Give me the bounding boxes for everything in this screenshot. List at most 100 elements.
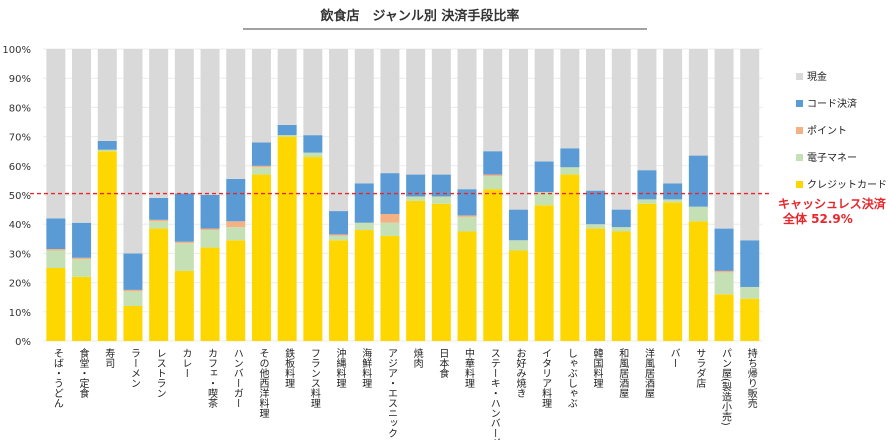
bar-segment <box>534 49 554 162</box>
bar-segment <box>431 49 451 175</box>
x-tick-label: 食堂・定食 <box>77 347 89 399</box>
bars <box>46 49 760 341</box>
bar-segment <box>354 49 374 184</box>
x-tick-label: そば・うどん <box>51 348 63 408</box>
bar-segment <box>457 49 477 190</box>
annotation-line-1: キャッシュレス決済 <box>778 196 887 211</box>
bar-segment <box>380 222 400 236</box>
annotation-line-2: 全体 52.9% <box>782 211 853 226</box>
bar-segment <box>226 227 246 241</box>
bar-segment <box>688 221 708 341</box>
bar-segment <box>200 247 220 341</box>
bar-segment <box>303 135 323 153</box>
bar-segment <box>586 190 606 225</box>
bar-segment <box>560 174 580 341</box>
bar-segment <box>740 49 760 241</box>
bar-segment <box>354 222 374 231</box>
bar-segment <box>97 140 117 150</box>
legend-label: 電子マネー <box>807 152 857 164</box>
bar-segment <box>483 176 503 190</box>
bar-segment <box>123 291 143 306</box>
bar-segment <box>431 203 451 341</box>
bar-segment <box>97 49 117 141</box>
bar-segment <box>277 124 297 136</box>
bar-segment <box>149 219 169 222</box>
y-axis: 0% 10% 20% 30% 40% 50% 60% 70% 80% 90% 100% <box>2 45 31 348</box>
bar-segment <box>251 165 271 168</box>
bar-segment <box>354 183 374 223</box>
bar-segment <box>329 235 349 241</box>
bar-segment <box>226 221 246 228</box>
bar-segment <box>303 152 323 158</box>
bar-segment <box>483 174 503 177</box>
bar-segment <box>663 49 683 184</box>
bar-segment <box>329 234 349 236</box>
bar-segment <box>72 222 92 258</box>
y-tick-label: 10% <box>9 308 31 319</box>
bar-segment <box>611 231 631 341</box>
x-tick-label: レストラン <box>154 348 165 398</box>
bar-segment <box>200 230 220 248</box>
legend-label: クレジットカード <box>807 179 887 191</box>
bar-segment <box>174 270 194 341</box>
legend-swatch <box>796 73 803 80</box>
bar-segment <box>431 196 451 204</box>
bar-segment <box>637 49 657 171</box>
bar-segment <box>380 213 400 223</box>
bar-segment <box>663 199 683 203</box>
x-tick-label: パン屋(製造小売) <box>720 348 732 426</box>
bar-segment <box>149 228 169 341</box>
legend-swatch <box>796 127 803 134</box>
y-tick-label: 0% <box>15 337 31 348</box>
bar-segment <box>508 49 528 210</box>
y-tick-label: 30% <box>9 249 31 260</box>
bar-segment <box>97 151 117 341</box>
y-tick-label: 50% <box>9 191 31 202</box>
bar-segment <box>406 196 426 201</box>
legend-label: ポイント <box>807 125 847 137</box>
y-tick-label: 80% <box>9 103 31 114</box>
x-tick-label: 鉄板料理 <box>283 347 295 388</box>
bar-segment <box>200 195 220 229</box>
y-tick-label: 90% <box>9 74 31 85</box>
x-tick-label: カフェ・喫茶 <box>206 348 218 408</box>
bar-segment <box>406 49 426 175</box>
x-tick-label: 焼肉 <box>411 348 423 368</box>
bar-segment <box>251 49 271 143</box>
bar-segment <box>123 289 143 292</box>
x-tick-label: その他西洋料理 <box>257 348 269 418</box>
bar-segment <box>149 49 169 198</box>
bar-segment <box>457 231 477 341</box>
bar-segment <box>457 215 477 217</box>
x-tick-label: バー <box>668 348 680 368</box>
bar-segment <box>688 155 708 207</box>
x-tick-label: 沖縄料理 <box>334 347 346 388</box>
bar-segment <box>200 49 220 195</box>
bar-segment <box>303 49 323 136</box>
x-tick-label: 日本食 <box>437 348 449 379</box>
bar-segment <box>46 268 66 341</box>
y-tick-label: 40% <box>9 220 31 231</box>
bar-segment <box>123 49 143 254</box>
bar-segment <box>380 235 400 341</box>
bar-segment <box>483 189 503 341</box>
bar-segment <box>226 240 246 341</box>
x-tick-label: しゃぶしゃぶ <box>565 348 577 408</box>
bar-segment <box>46 250 66 268</box>
legend-label: 現金 <box>807 70 827 83</box>
bar-segment <box>586 49 606 191</box>
x-tick-label: ハンバーガー <box>231 348 243 408</box>
bar-segment <box>380 49 400 174</box>
bar-segment <box>329 211 349 235</box>
bar-segment <box>637 199 657 204</box>
bar-segment <box>46 249 66 251</box>
bar-segment <box>226 49 246 179</box>
bar-segment <box>483 151 503 175</box>
bar-segment <box>534 161 554 193</box>
bar-segment <box>123 253 143 290</box>
bar-segment <box>611 49 631 210</box>
x-tick-label: フランス料理 <box>308 348 320 408</box>
x-tick-label: 海鮮料理 <box>360 347 372 388</box>
bar-segment <box>508 240 528 251</box>
bar-segment <box>251 174 271 341</box>
